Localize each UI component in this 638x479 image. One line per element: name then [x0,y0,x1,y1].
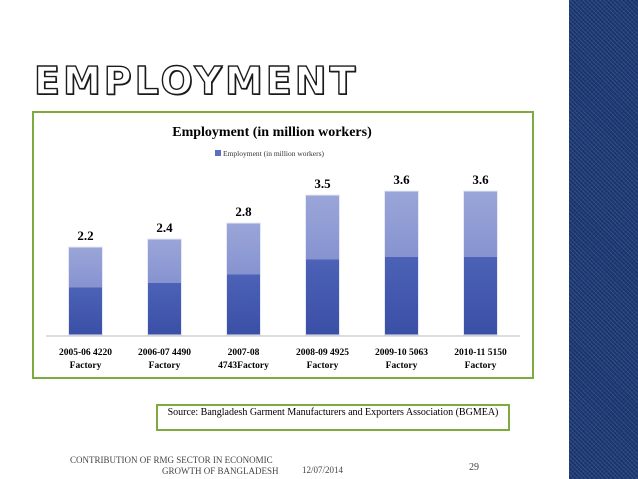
x-tick-label-1-line-2: Factory [70,361,102,371]
x-tick-label-1-line-1: 2005-06 4220 [59,348,112,358]
bar-6 [463,190,498,336]
bar-5 [384,190,419,336]
data-label-3: 2.8 [235,204,252,219]
x-tick-label-3-line-2: 4743Factory [218,361,269,371]
chart-legend: Employment (in million workers) [215,149,325,158]
chart-frame: Employment (in million workers) Employme… [32,111,534,379]
x-tick-label-4-line-1: 2008-09 4925 [296,348,349,358]
x-tick-label-5-line-1: 2009-10 5063 [375,348,428,358]
page-number: 29 [469,462,479,473]
x-tick-label-2-line-1: 2006-07 4490 [138,348,191,358]
footer-line-2: GROWTH OF BANGLADESH [162,466,279,476]
bar-3 [226,222,261,336]
x-tick-label-6-line-2: Factory [465,361,497,371]
x-tick-label-4-line-2: Factory [307,361,339,371]
footer-date: 12/07/2014 [302,465,344,475]
source-note: Source: Bangladesh Garment Manufacturers… [156,404,510,431]
data-label-1: 2.2 [77,228,93,243]
decorative-side-stripe [569,0,638,479]
x-tick-label-2-line-2: Factory [149,361,181,371]
footer-presentation-title: CONTRIBUTION OF RMG SECTOR IN ECONOMIC G… [70,455,360,477]
data-label-5: 3.6 [393,172,410,187]
x-tick-label-3-line-1: 2007-08 [228,348,260,358]
legend-swatch [215,150,221,156]
data-label-2: 2.4 [156,220,173,235]
data-label-4: 3.5 [314,176,331,191]
employment-bar-chart: Employment (in million workers) Employme… [46,125,520,371]
x-tick-label-5-line-2: Factory [386,361,418,371]
legend-label: Employment (in million workers) [223,149,325,158]
x-tick-label-6-line-1: 2010-11 5150 [454,348,507,358]
bar-1 [68,246,103,336]
footer-line-1: CONTRIBUTION OF RMG SECTOR IN ECONOMIC [70,455,273,465]
chart-title: Employment (in million workers) [172,125,372,140]
slide-title: EMPLOYMENT [33,59,359,103]
bar-2 [147,238,182,336]
data-label-6: 3.6 [472,172,489,187]
bar-4 [305,194,340,336]
